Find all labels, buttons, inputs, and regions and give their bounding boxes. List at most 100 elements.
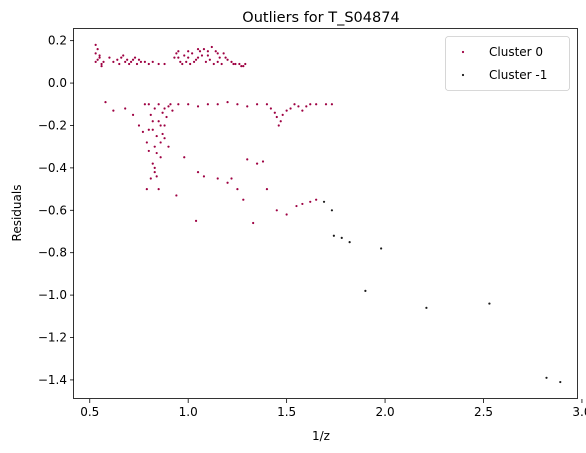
data-point <box>175 194 178 197</box>
data-point <box>277 124 280 127</box>
data-point <box>112 60 115 63</box>
data-point <box>141 130 145 133</box>
data-point <box>218 56 221 59</box>
data-point <box>151 162 154 165</box>
data-point <box>242 198 245 201</box>
data-point <box>301 202 304 206</box>
data-point <box>281 113 284 116</box>
data-point <box>187 103 190 106</box>
data-point <box>157 103 160 106</box>
data-point <box>143 60 146 63</box>
data-point <box>189 62 192 66</box>
data-point <box>315 198 318 201</box>
y-tick-label: −0.8 <box>38 246 67 260</box>
data-point <box>116 58 119 61</box>
y-tick-label: 0.0 <box>48 76 67 90</box>
data-point <box>169 103 172 106</box>
data-point <box>147 62 150 66</box>
data-point <box>322 200 326 203</box>
data-point <box>179 60 182 63</box>
data-point <box>94 52 97 55</box>
x-tick-label: 0.5 <box>80 405 99 419</box>
data-point <box>175 52 178 55</box>
data-point <box>545 376 548 379</box>
data-point <box>220 62 223 66</box>
data-point <box>177 56 180 59</box>
data-point <box>159 141 162 144</box>
data-point <box>120 56 123 59</box>
data-point <box>285 213 288 216</box>
y-tick-label: −1.0 <box>38 288 67 302</box>
data-point <box>98 54 101 57</box>
data-point <box>309 103 312 106</box>
data-point <box>194 219 198 222</box>
data-point <box>149 113 152 116</box>
data-point <box>194 58 198 61</box>
x-tick-label: 1.0 <box>179 405 198 419</box>
data-point <box>285 109 288 112</box>
data-point <box>206 54 209 57</box>
data-point <box>187 56 190 59</box>
data-point <box>153 166 156 169</box>
data-point <box>246 158 249 161</box>
data-point <box>236 103 239 106</box>
y-tick-label: −0.6 <box>38 203 67 217</box>
data-point <box>238 62 241 66</box>
data-point <box>157 187 160 191</box>
data-point <box>104 101 107 104</box>
data-point <box>167 105 170 108</box>
data-point <box>163 137 166 140</box>
y-tick-label: −0.4 <box>38 161 67 175</box>
data-point <box>191 52 194 55</box>
data-point <box>155 151 158 155</box>
data-point <box>309 200 312 203</box>
data-point <box>196 48 200 51</box>
data-point <box>163 124 166 127</box>
data-point <box>102 60 105 63</box>
data-point <box>151 60 154 63</box>
data-point <box>210 45 213 49</box>
data-point <box>126 58 129 61</box>
data-point <box>226 101 229 104</box>
data-point <box>100 65 103 68</box>
data-point <box>364 289 367 292</box>
series-cluster-0 <box>94 43 334 225</box>
data-point <box>240 65 243 68</box>
data-point <box>236 187 239 191</box>
data-point <box>269 107 272 110</box>
data-point <box>155 175 158 178</box>
data-point <box>167 145 170 148</box>
data-point <box>265 187 269 191</box>
data-point <box>305 105 308 108</box>
data-point <box>137 124 141 127</box>
data-point <box>155 134 158 138</box>
legend-label-cluster-neg1: Cluster -1 <box>489 68 547 82</box>
data-point <box>289 107 292 110</box>
data-point <box>202 175 206 178</box>
data-point <box>128 62 131 66</box>
data-point <box>147 128 150 131</box>
data-point <box>230 177 233 180</box>
data-point <box>244 62 247 66</box>
data-point <box>139 60 143 63</box>
data-point <box>559 380 562 384</box>
data-point <box>332 234 335 237</box>
data-point <box>187 50 190 53</box>
data-point <box>185 60 188 63</box>
data-point <box>151 120 154 123</box>
data-point <box>100 62 103 66</box>
data-point <box>295 204 298 208</box>
data-point <box>143 103 146 106</box>
data-point <box>255 162 259 165</box>
legend-label-cluster-0: Cluster 0 <box>489 45 543 59</box>
legend-marker-cluster-neg1 <box>461 73 465 77</box>
data-point <box>165 115 168 119</box>
data-point <box>200 54 204 57</box>
data-point <box>181 62 184 66</box>
data-point <box>196 105 200 108</box>
data-point <box>273 111 276 114</box>
chart-title: Outliers for T_S04874 <box>242 10 399 26</box>
data-point <box>204 60 208 63</box>
data-point <box>161 132 164 136</box>
data-point <box>147 103 150 106</box>
